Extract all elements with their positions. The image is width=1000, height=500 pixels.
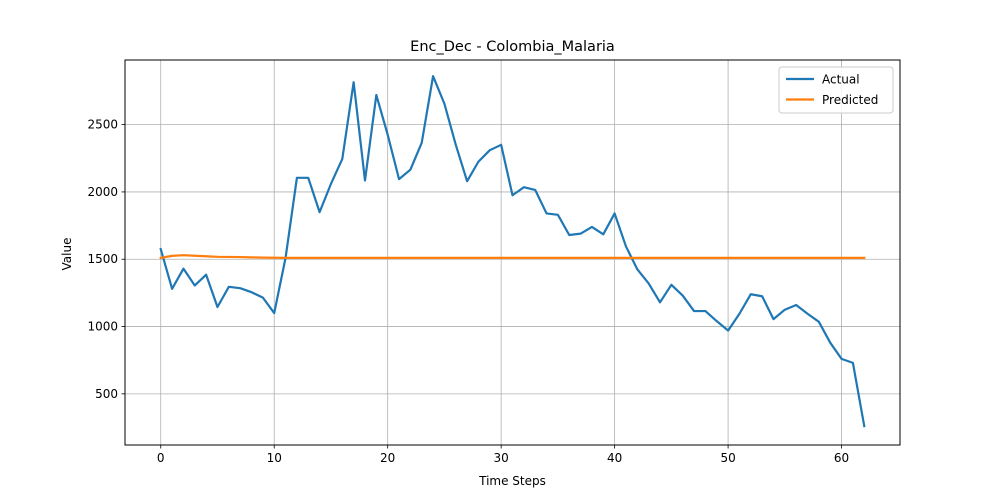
series-line-predicted [159,254,866,260]
x-tick-label: 10 [267,451,282,465]
x-tick-label: 20 [380,451,395,465]
y-tick-label: 1500 [87,252,118,266]
y-axis-label: Value [60,238,74,271]
legend-label-actual: Actual [822,73,860,87]
axis-ticks: 0 10 20 30 40 50 60 500 1000 1500 2000 2500 [87,118,849,465]
grid-lines [125,60,900,445]
x-tick-label: 60 [834,451,849,465]
y-tick-label: 2000 [87,185,118,199]
plot-area-frame [124,59,901,446]
x-axis-label: Time Steps [478,474,546,488]
y-tick-label: 2500 [87,118,118,132]
series-layer [159,75,866,428]
x-tick-label: 0 [157,451,165,465]
x-tick-label: 50 [720,451,735,465]
chart-legend: Actual Predicted [778,66,894,114]
y-tick-label: 1000 [87,320,118,334]
x-tick-label: 40 [607,451,622,465]
chart-title: Enc_Dec - Colombia_Malaria [410,39,615,55]
legend-label-predicted: Predicted [822,93,878,107]
series-line-actual [159,75,866,428]
x-tick-label: 30 [494,451,509,465]
y-tick-label: 500 [95,387,118,401]
